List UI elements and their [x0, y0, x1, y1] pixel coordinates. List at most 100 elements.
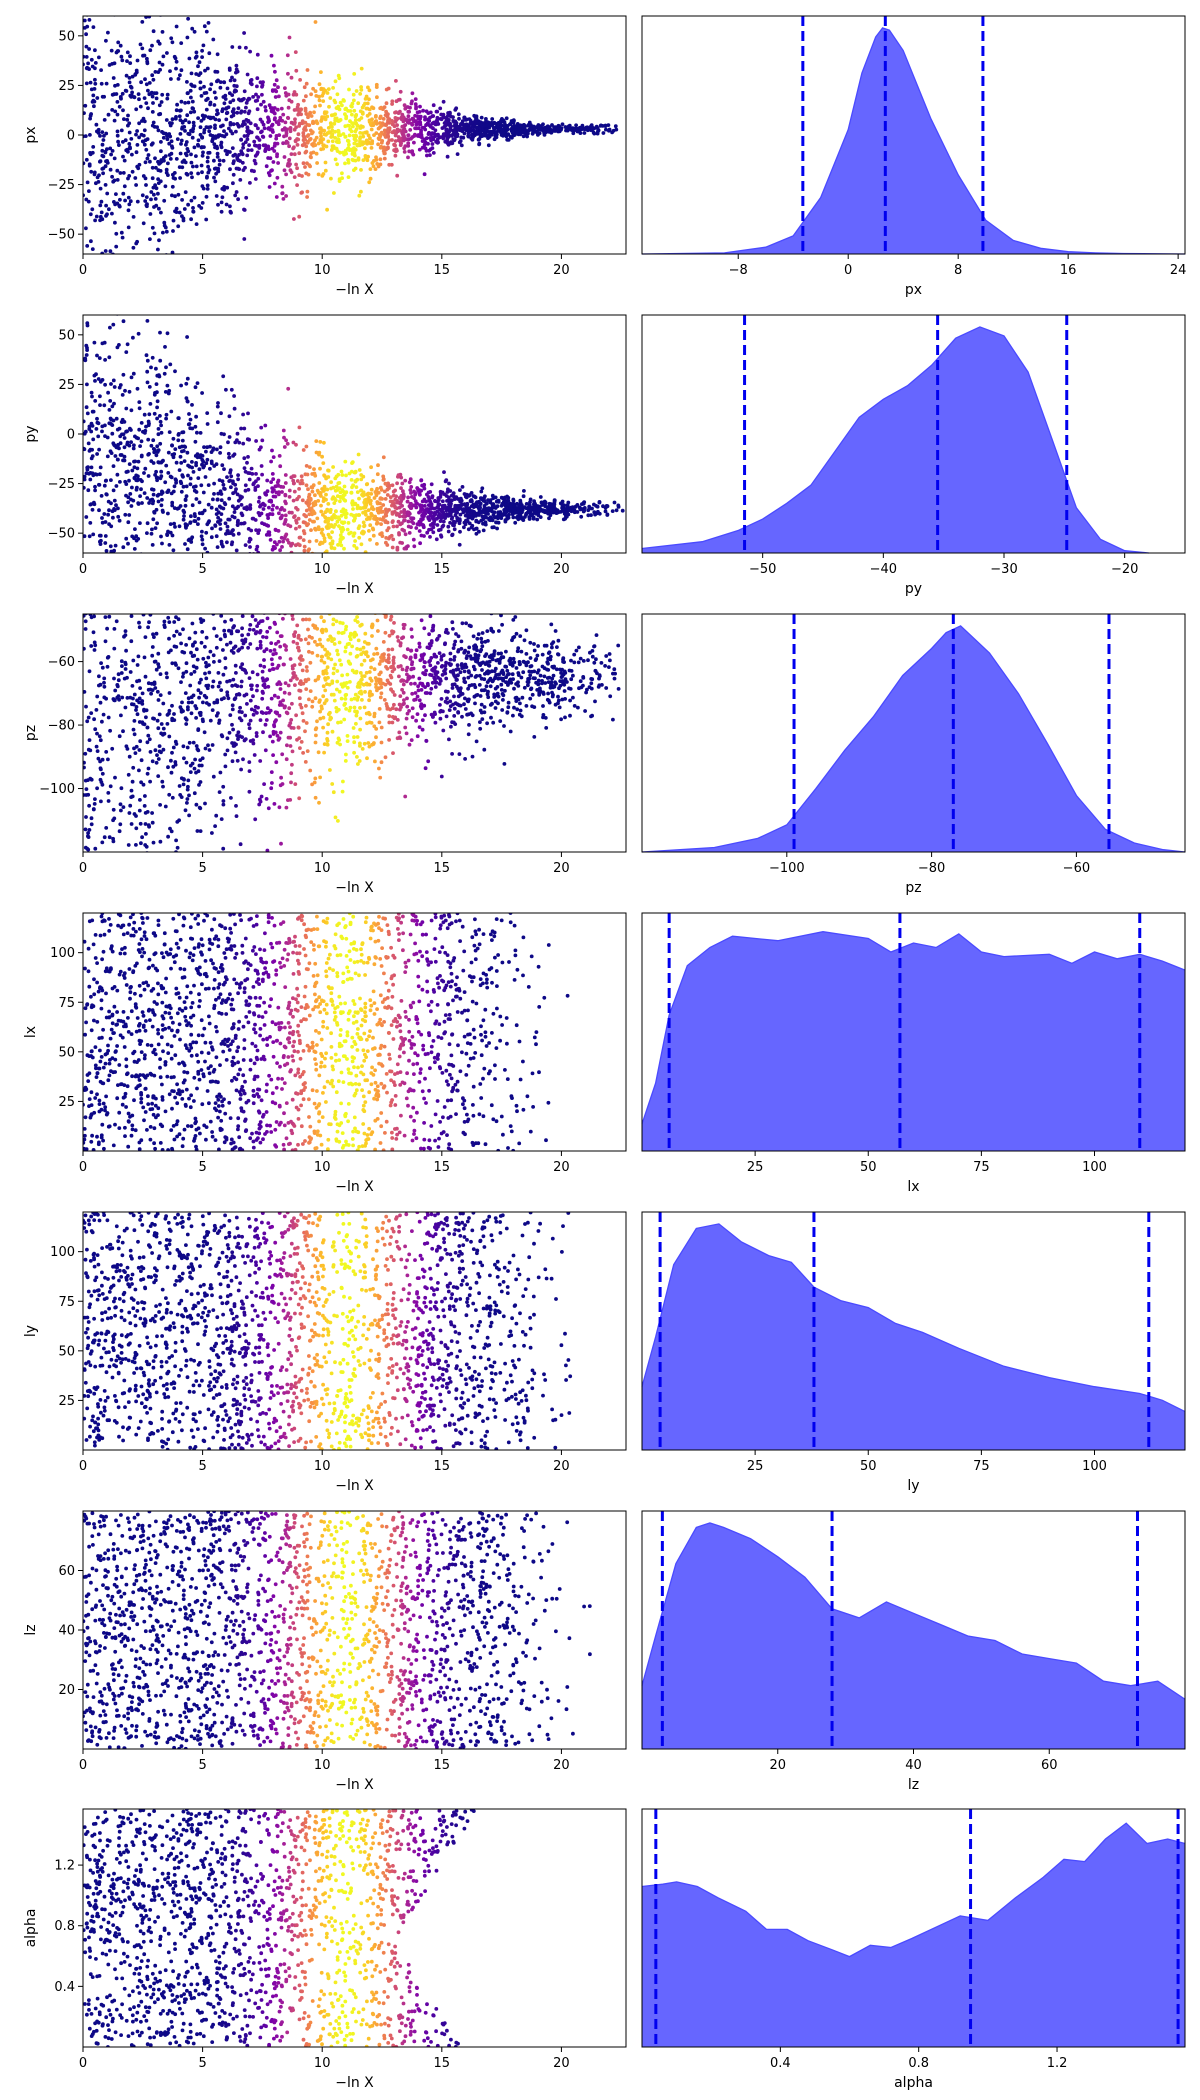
trace-px-point [239, 137, 244, 142]
trace-py-point [317, 452, 321, 457]
marginal-py-xtick-label: −30 [990, 562, 1017, 577]
trace-px-point [332, 121, 337, 126]
trace-py-point [384, 536, 389, 540]
trace-px-point [361, 134, 366, 139]
trace-py-point [98, 465, 103, 470]
trace-px-point [122, 117, 126, 121]
trace-py-point [440, 499, 445, 504]
trace-px-point [260, 84, 264, 89]
trace-py-point [249, 528, 254, 533]
trace-py-point [393, 497, 398, 502]
trace-py-point [109, 558, 113, 562]
trace-px-point [359, 168, 363, 172]
trace-px-point [283, 120, 288, 125]
trace-py-point [538, 495, 543, 499]
trace-px-point [154, 186, 159, 191]
trace-px-point [212, 103, 217, 107]
trace-px-point [185, 91, 190, 96]
trace-py-point [340, 473, 345, 477]
trace-py-point [359, 553, 363, 557]
trace-py-point [186, 574, 190, 578]
trace-px-point [206, 125, 211, 130]
trace-py-point [218, 522, 223, 526]
trace-py-point [285, 538, 290, 542]
trace-py-point [324, 492, 328, 497]
trace-py-point [481, 497, 486, 502]
trace-px-point [119, 128, 124, 133]
trace-px-point [375, 162, 380, 166]
trace-pz-point [118, 802, 123, 807]
trace-py-point [121, 458, 125, 463]
trace-py-point [245, 437, 250, 442]
trace-px-point [452, 130, 457, 135]
trace-py-point [329, 480, 333, 484]
trace-py-point [279, 535, 284, 540]
trace-py-point [239, 521, 244, 526]
trace-pz-point [379, 725, 384, 730]
trace-px-point [261, 135, 266, 139]
trace-px-point [194, 50, 199, 55]
trace-py-point [108, 575, 112, 579]
trace-pz-point [308, 603, 312, 607]
trace-py-point [184, 396, 189, 400]
trace-py-point [89, 390, 94, 395]
trace-px-point [494, 130, 498, 135]
trace-px-point [289, 75, 294, 80]
trace-px-point [303, 165, 307, 169]
trace-py-point [533, 502, 538, 507]
trace-pz-point [431, 628, 435, 633]
trace-px-point [171, 229, 175, 233]
trace-py-point [217, 478, 222, 482]
trace-py-point [447, 481, 451, 486]
trace-px-point [366, 85, 370, 90]
trace-px-point [360, 111, 365, 116]
trace-px-point [352, 168, 356, 173]
trace-px-point [96, 127, 101, 132]
trace-py-point [470, 523, 475, 528]
trace-py-point [192, 519, 197, 523]
trace-pz-point [335, 679, 340, 684]
trace-px-point [204, 194, 209, 199]
trace-px-point [213, 126, 217, 130]
trace-px-point [211, 135, 216, 140]
trace-py-point [126, 541, 130, 546]
trace-py-point [343, 498, 348, 503]
trace-px-point [148, 159, 152, 164]
trace-px-point [127, 145, 132, 150]
trace-py-point [421, 517, 425, 521]
trace-py-point [355, 477, 360, 482]
trace-py-point [118, 441, 123, 446]
trace-px-point [325, 207, 329, 212]
trace-py-point [226, 517, 231, 522]
trace-px-point [121, 140, 125, 144]
trace-pz-point [325, 588, 329, 592]
trace-py-point [172, 506, 177, 510]
trace-py-point [310, 489, 315, 494]
trace-px-point [449, 114, 453, 119]
trace-px-point [305, 161, 309, 166]
trace-py-point [377, 506, 381, 511]
trace-py-point [200, 458, 205, 462]
trace-py-point [206, 502, 211, 507]
trace-px-point [240, 160, 245, 165]
trace-py-point [126, 555, 130, 559]
trace-py-point [256, 531, 261, 535]
trace-pz-point [374, 685, 378, 689]
trace-px-point [409, 101, 414, 106]
trace-py-point [277, 539, 282, 544]
trace-py-point [177, 468, 182, 472]
trace-px-point [83, 255, 87, 259]
trace-px-point [231, 113, 236, 118]
trace-py-point [89, 465, 94, 470]
trace-py-point [150, 355, 155, 360]
trace-px-point [159, 210, 163, 215]
trace-px-point [486, 143, 491, 148]
trace-px-point [142, 96, 147, 100]
trace-py-point [248, 545, 252, 549]
trace-px-point [212, 90, 217, 95]
trace-py-point [331, 485, 336, 490]
trace-py-point [297, 543, 302, 548]
trace-py-point [399, 510, 404, 514]
trace-py-point [120, 393, 125, 397]
trace-px-point [262, 126, 267, 131]
